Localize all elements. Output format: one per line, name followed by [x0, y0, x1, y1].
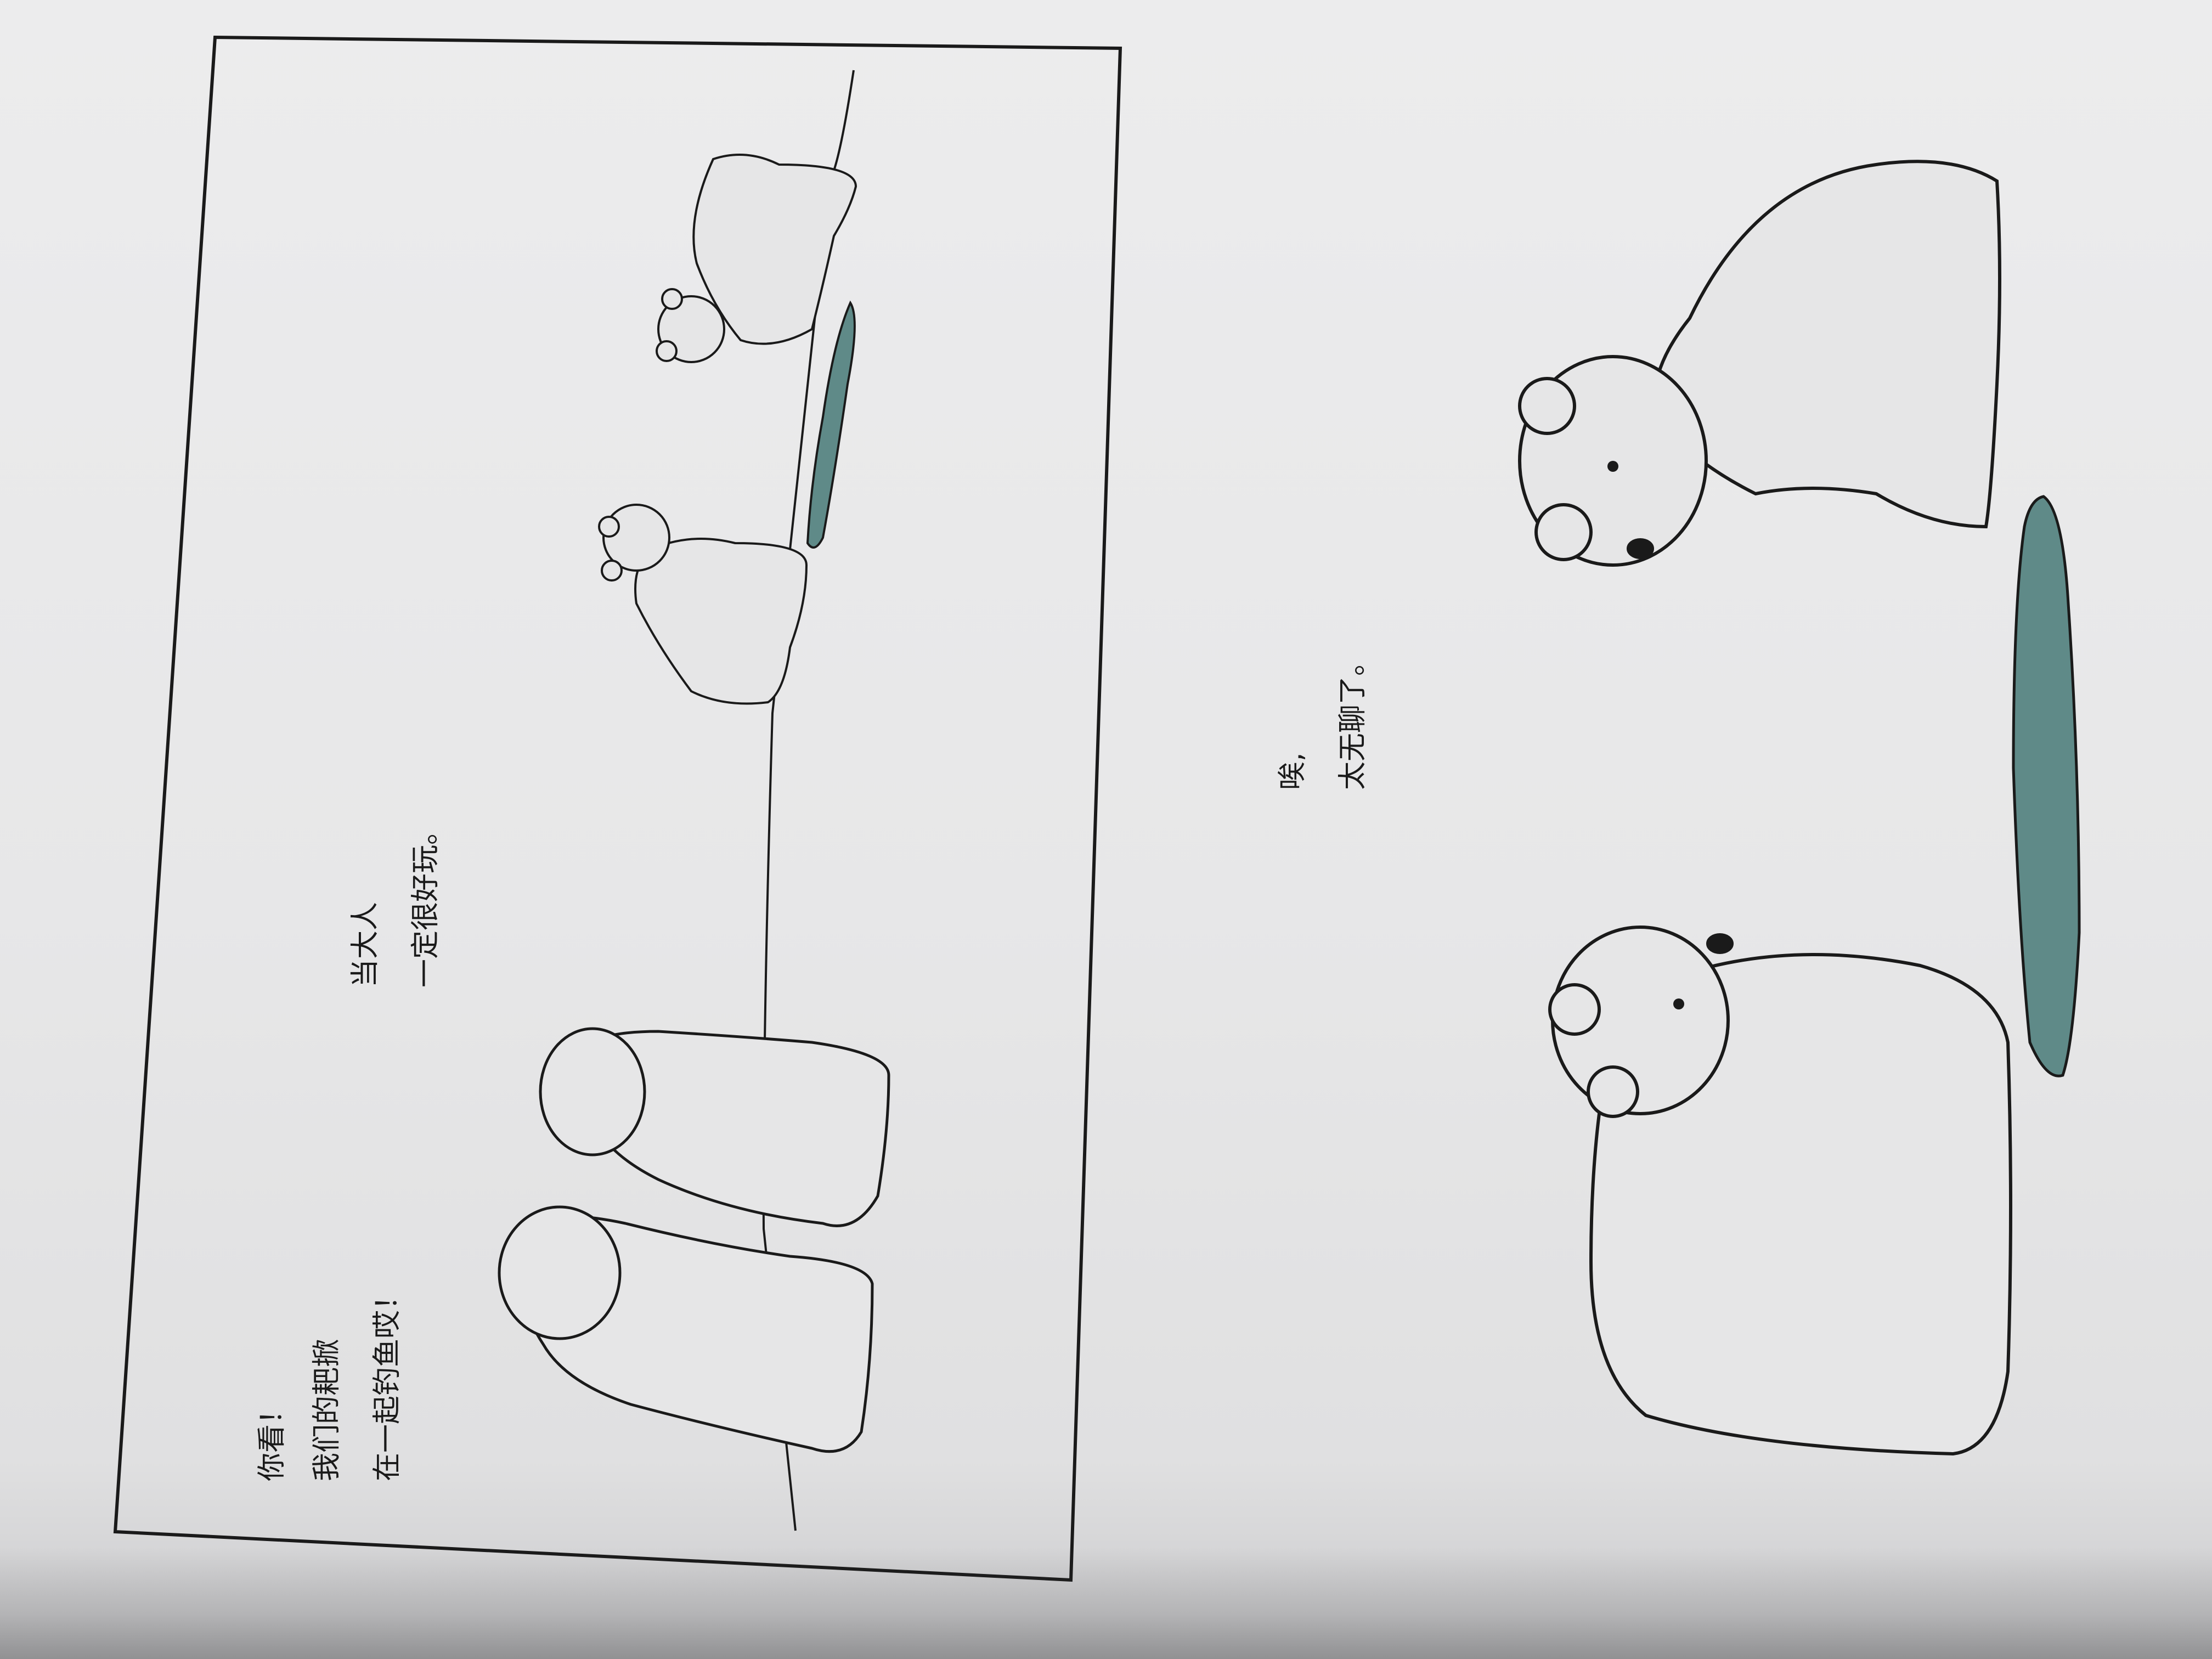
bear-cub-far-1: [656, 154, 857, 363]
pond-small: [806, 300, 856, 549]
caption-line-1: 你看！: [256, 1395, 289, 1481]
bear-adult-panel-1: [539, 1027, 890, 1227]
caption-line-3: 在一起钓鱼哎！: [371, 1281, 404, 1481]
caption-line-2: 我们的耙掀: [311, 1338, 343, 1481]
caption-bottom-line-2: 太无聊了。: [1336, 647, 1369, 790]
panel-frame: [113, 35, 1122, 1582]
eye-dot: [1607, 461, 1618, 472]
bear-adult-left: [1548, 926, 2012, 1456]
bear-adult-panel-2: [498, 1205, 874, 1453]
caption-bottom-line-1: 唉,: [1276, 752, 1309, 790]
pond-large: [2012, 495, 2081, 1077]
bear-cub-far-2: [598, 504, 808, 705]
eye-dot: [1673, 998, 1684, 1009]
caption-right-line-2: 一定很好玩。: [409, 816, 442, 988]
bear-adult-right: [1518, 160, 2001, 567]
caption-right-line-1: 当大人: [349, 901, 382, 988]
page-shadow: [0, 1547, 2212, 1659]
